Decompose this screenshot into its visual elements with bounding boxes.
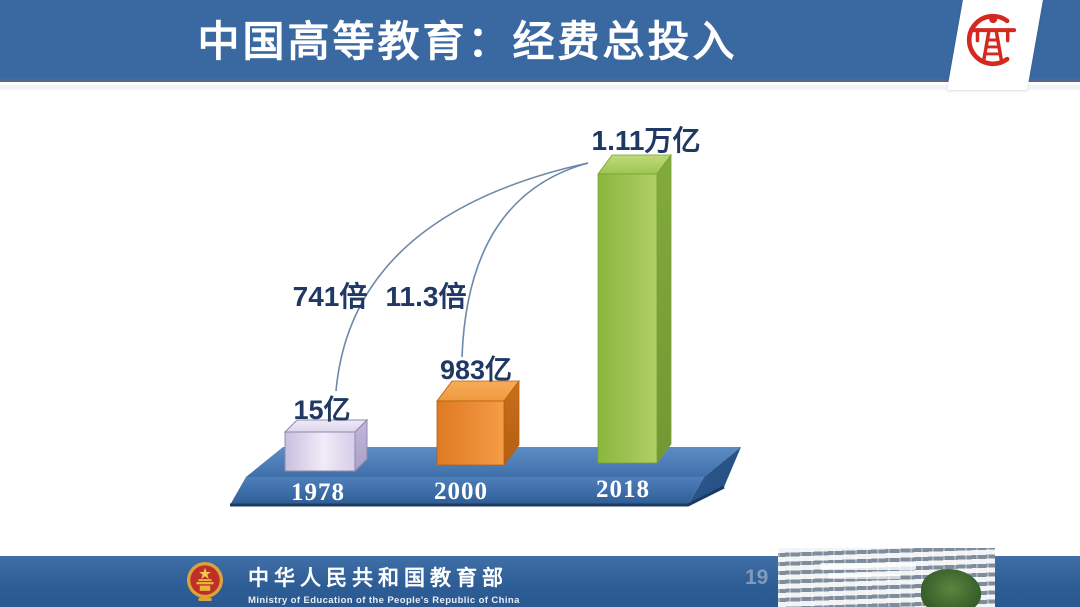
page-number: 19 (745, 566, 769, 589)
year-label-1978: 1978 (291, 479, 345, 506)
value-label-2000: 983亿 (440, 355, 512, 385)
arrow-1978-to-2018 (335, 162, 589, 392)
prc-national-emblem-icon (186, 562, 224, 601)
year-label-2018: 2018 (596, 476, 650, 503)
ministry-name-cn: 中华人民共和国教育部 (248, 566, 508, 590)
bar-2000 (436, 379, 520, 467)
bar-1978 (283, 418, 369, 473)
multiplier-11-3x: 11.3倍 (386, 280, 467, 312)
growth-arrows (335, 162, 589, 392)
education-press-logo-icon (966, 13, 1017, 67)
bar-2018 (597, 153, 672, 465)
header-banner: 中国高等教育：经费总投入 (0, 0, 1080, 82)
tree (921, 569, 981, 607)
ministry-title-block: 中华人民共和国教育部 Ministry of Education of the … (248, 562, 578, 606)
value-label-2018: 1.11万亿 (592, 125, 701, 156)
header-divider (0, 85, 1080, 90)
year-label-2000: 2000 (434, 478, 488, 505)
campus-building-photo (778, 548, 995, 607)
page-title: 中国高等教育：经费总投入 (197, 18, 738, 65)
photo-banner-text-2 (828, 574, 900, 579)
arrow-2000-to-2018 (461, 162, 589, 358)
ministry-name-en: Ministry of Education of the People's Re… (248, 595, 520, 606)
multiplier-741x: 741倍 (293, 280, 368, 312)
photo-banner-text (820, 563, 916, 570)
value-label-1978: 15亿 (293, 395, 350, 425)
